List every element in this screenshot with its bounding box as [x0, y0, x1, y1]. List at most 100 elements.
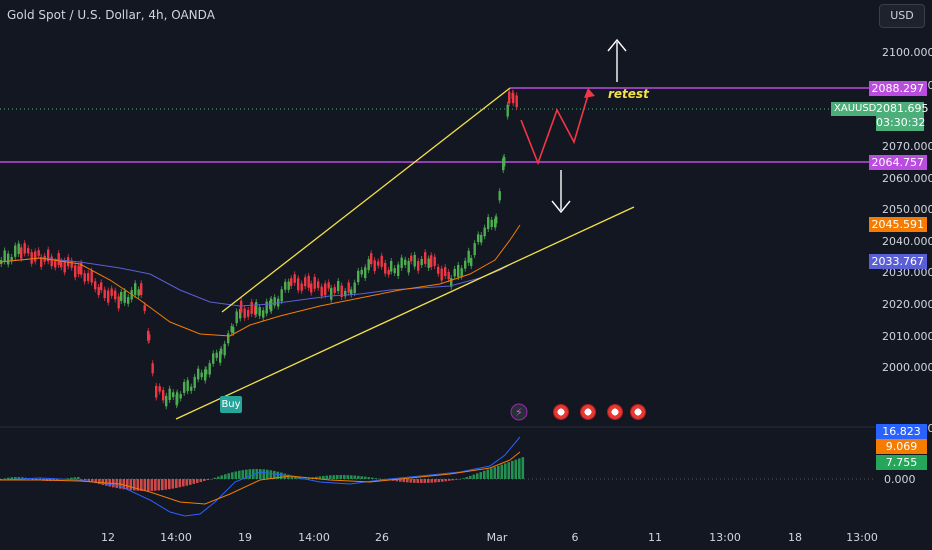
histogram-bar — [56, 479, 59, 481]
histogram-bar — [98, 479, 101, 485]
histogram-bar — [472, 474, 476, 479]
path-arrowhead — [584, 88, 595, 98]
histogram-bar — [511, 460, 514, 479]
histogram-bar — [458, 479, 462, 480]
macd-value-tag: 16.823 — [876, 424, 927, 439]
histogram-bar — [175, 479, 178, 488]
histogram-bar — [451, 479, 455, 481]
histogram-bar — [94, 479, 98, 484]
histogram-bar — [371, 477, 374, 479]
ma-fast-tag: 2045.591 — [868, 217, 927, 232]
histogram-bar — [483, 470, 486, 479]
histogram-bar — [280, 472, 283, 479]
histogram-bar — [315, 476, 318, 479]
histogram-bar — [136, 479, 140, 491]
histogram-bar — [7, 477, 10, 479]
histogram-bar — [395, 479, 399, 482]
price-axis-label: 2070.000 — [882, 140, 932, 153]
histogram-bar — [140, 479, 143, 491]
histogram-bar — [161, 479, 164, 491]
histogram-bar — [469, 475, 472, 479]
histogram-bar — [357, 475, 360, 479]
histogram-bar — [465, 477, 469, 479]
histogram-bar — [105, 479, 108, 486]
currency-button[interactable]: USD — [879, 4, 925, 28]
histogram-bar — [518, 458, 521, 479]
histogram-bar — [17, 477, 21, 479]
time-axis-label: 13:00 — [709, 531, 741, 544]
histogram-bar — [514, 459, 518, 479]
histogram-bar — [266, 469, 269, 479]
zero-label: 0.000 — [884, 473, 916, 486]
histogram-bar — [203, 479, 206, 482]
histogram-bar — [35, 479, 38, 480]
histogram-bar — [353, 475, 357, 479]
price-axis-label: 2060.000 — [882, 172, 932, 185]
histogram-bar — [3, 478, 7, 479]
histogram-bar — [10, 477, 14, 479]
histogram-bar — [255, 469, 259, 479]
us-flag-event-icon[interactable] — [630, 404, 646, 420]
histogram-bar — [143, 479, 147, 491]
histogram-bar — [171, 479, 175, 489]
histogram-bar — [66, 478, 70, 479]
histogram-bar — [238, 470, 241, 479]
histogram-bar — [507, 462, 511, 479]
bar-countdown: 03:30:32 — [876, 116, 926, 129]
time-axis-label: 18 — [788, 531, 802, 544]
up-arrow-head — [607, 38, 627, 52]
histogram-bar — [220, 475, 224, 479]
histogram-bar — [423, 479, 427, 483]
retest-label: retest — [608, 87, 649, 101]
price-axis-label: 2050.000 — [882, 203, 932, 216]
us-flag-event-icon[interactable] — [553, 404, 569, 420]
us-flag-event-icon[interactable] — [580, 404, 596, 420]
histogram-bar — [182, 479, 185, 487]
price-axis-label: 2040.000 — [882, 235, 932, 248]
histogram-bar — [21, 477, 24, 479]
histogram-bar — [521, 457, 525, 479]
candlesticks — [0, 88, 518, 410]
histogram-bar — [360, 476, 364, 479]
svg-text:⚡: ⚡ — [515, 406, 523, 419]
signal-line — [0, 451, 521, 505]
histogram-bar — [500, 464, 504, 479]
time-axis-label: 14:00 — [298, 531, 330, 544]
channel-upper-line[interactable] — [221, 87, 511, 313]
histogram-bar — [413, 479, 416, 483]
histogram-bar — [217, 476, 220, 479]
histogram-bar — [248, 469, 252, 479]
last-price-value: 2081.695 — [876, 102, 929, 115]
last-price-tag: 2081.695 03:30:32 — [876, 102, 929, 131]
channel-lower-line[interactable] — [175, 206, 635, 420]
histogram-bar — [259, 469, 262, 479]
histogram-bar — [14, 477, 17, 479]
histogram-bar — [350, 475, 353, 479]
histogram-bar — [164, 479, 168, 490]
histogram-bar — [406, 479, 409, 483]
histogram-bar — [234, 471, 238, 479]
histogram-bar — [87, 479, 91, 482]
buy-signal-badge[interactable]: Buy — [220, 396, 242, 413]
histogram-bar — [441, 479, 444, 482]
lightning-icon[interactable] — [510, 403, 528, 421]
time-axis-label: 6 — [572, 531, 579, 544]
projected-path[interactable] — [520, 94, 589, 166]
histogram-bar — [91, 479, 94, 483]
histogram-bar — [378, 478, 381, 480]
price-axis-label: 2100.000 — [882, 46, 932, 59]
histogram-bar — [31, 479, 35, 480]
time-axis-label: 11 — [648, 531, 662, 544]
support-price-tag: 2064.757 — [868, 155, 927, 170]
histogram-bar — [374, 478, 378, 479]
histogram-bar — [301, 478, 304, 480]
symbol-tag: XAUUSD — [831, 102, 880, 116]
histogram-bar — [147, 479, 150, 491]
histogram-bar — [133, 479, 136, 491]
time-axis[interactable]: 12 14:00 19 14:00 26 Mar 6 11 13:00 18 13:00 — [101, 531, 878, 544]
time-axis-label: 26 — [375, 531, 389, 544]
ma-slow-tag: 2033.767 — [868, 254, 927, 269]
us-flag-event-icon[interactable] — [607, 404, 623, 420]
histogram-bar — [336, 475, 339, 479]
